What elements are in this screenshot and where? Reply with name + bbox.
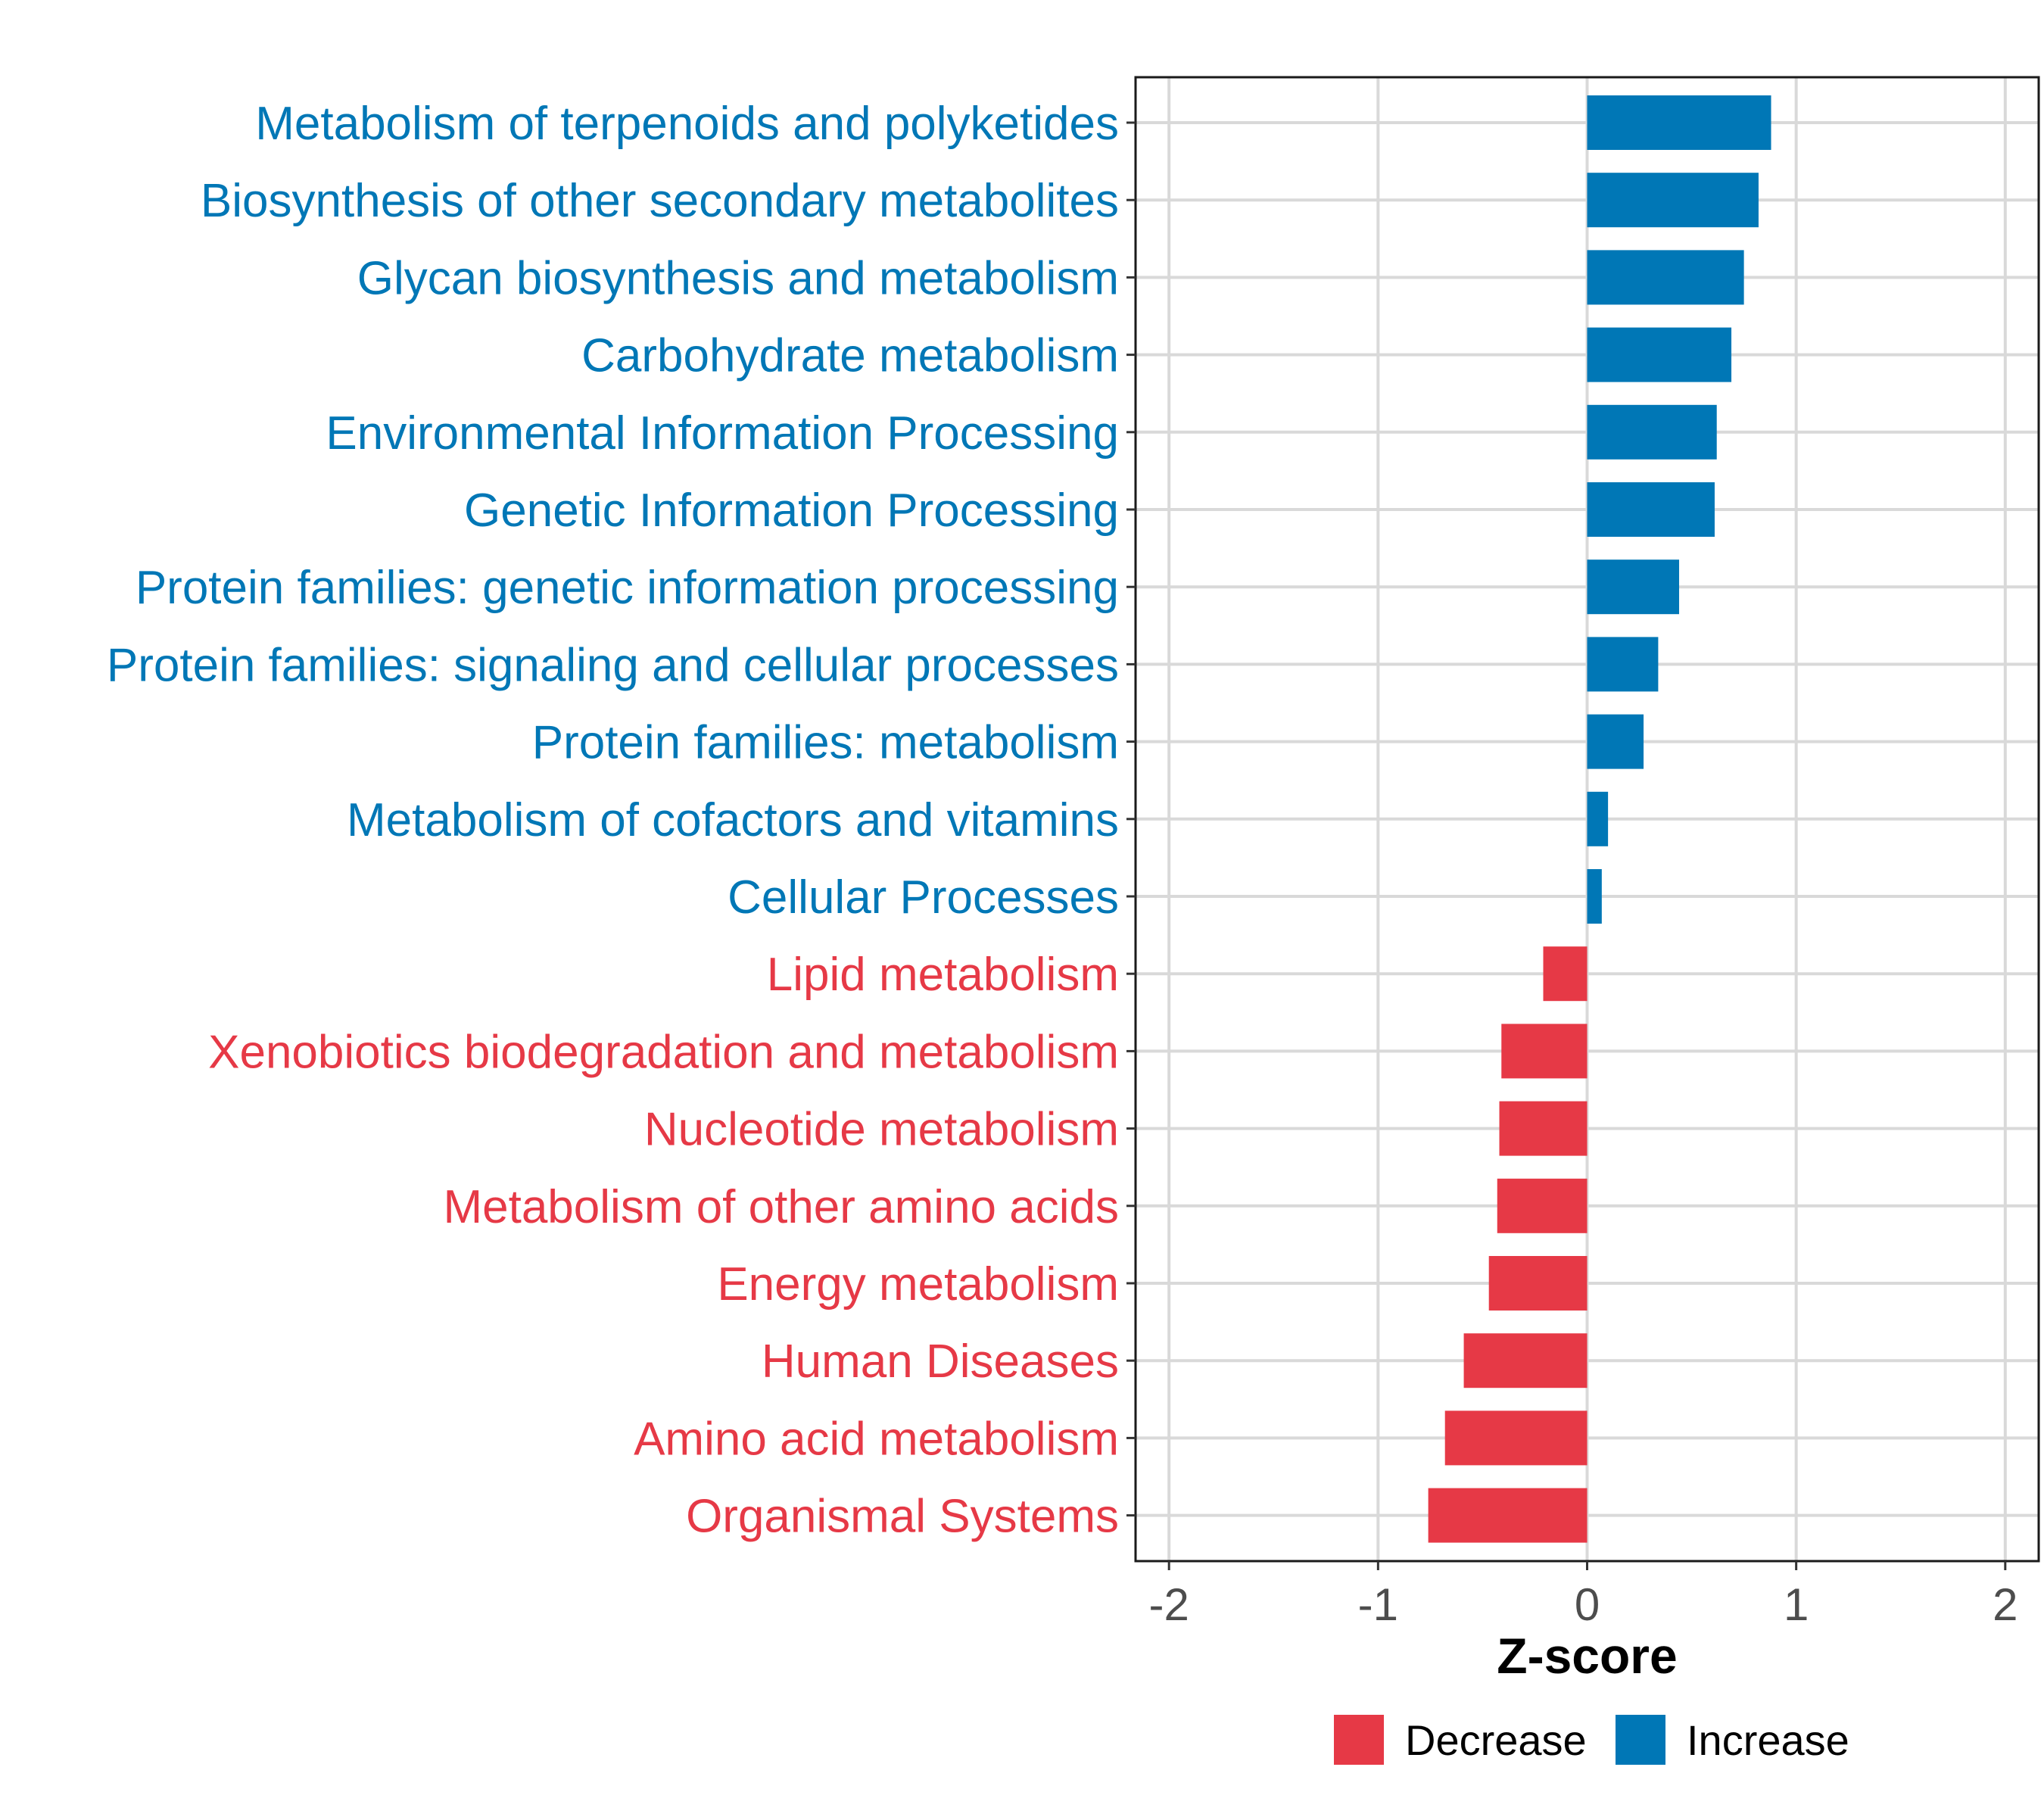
y-tick-label: Carbohydrate metabolism: [581, 330, 1119, 382]
bar-decrease: [1463, 1333, 1588, 1388]
y-tick-label: Genetic Information Processing: [464, 485, 1119, 537]
bar-decrease: [1501, 1024, 1588, 1079]
bar-increase: [1587, 791, 1609, 846]
legend-swatch-decrease: [1334, 1715, 1384, 1765]
x-axis-ticks: -2 -1 0 1 2: [1149, 1561, 2018, 1630]
x-tick-label: 2: [1993, 1579, 2018, 1630]
legend-label: Increase: [1687, 1716, 1849, 1764]
bar-decrease: [1497, 1178, 1588, 1233]
legend-swatch-increase: [1616, 1715, 1665, 1765]
bar-decrease: [1428, 1488, 1588, 1543]
y-tick-label: Environmental Information Processing: [326, 407, 1119, 460]
legend-label: Decrease: [1405, 1716, 1587, 1764]
bar-decrease: [1444, 1410, 1588, 1466]
bar-increase: [1587, 559, 1680, 615]
bars: [1428, 95, 1771, 1543]
y-tick-label: Protein families: genetic information pr…: [136, 562, 1119, 614]
legend: Decrease Increase: [1334, 1715, 1849, 1765]
bar-decrease: [1488, 1256, 1588, 1311]
x-tick-label: 0: [1575, 1579, 1600, 1630]
y-tick-label: Human Diseases: [762, 1335, 1119, 1388]
y-tick-label: Energy metabolism: [717, 1258, 1119, 1311]
y-tick-label: Metabolism of other amino acids: [443, 1181, 1119, 1233]
y-tick-label: Metabolism of cofactors and vitamins: [347, 794, 1119, 846]
y-tick-label: Protein families: metabolism: [532, 717, 1119, 769]
y-tick-label: Glycan biosynthesis and metabolism: [357, 252, 1119, 304]
bar-increase: [1587, 327, 1732, 382]
y-axis-ticks: [1126, 121, 1136, 1517]
y-tick-label: Amino acid metabolism: [634, 1413, 1119, 1465]
bar-increase: [1587, 250, 1744, 305]
y-axis-labels: Metabolism of terpenoids and polyketides…: [107, 98, 1119, 1543]
bar-increase: [1587, 173, 1759, 228]
y-tick-label: Biosynthesis of other secondary metaboli…: [201, 175, 1119, 227]
bar-increase: [1587, 714, 1644, 769]
bar-increase: [1587, 482, 1715, 537]
y-tick-label: Cellular Processes: [728, 871, 1119, 924]
bar-decrease: [1499, 1101, 1588, 1156]
x-tick-label: 1: [1784, 1579, 1809, 1630]
y-tick-label: Metabolism of terpenoids and polyketides: [255, 98, 1119, 150]
y-tick-label: Xenobiotics biodegradation and metabolis…: [208, 1026, 1119, 1078]
x-axis-title: Z-score: [1497, 1628, 1677, 1684]
y-tick-label: Protein families: signaling and cellular…: [107, 639, 1119, 691]
bar-increase: [1587, 869, 1602, 924]
bar-decrease: [1543, 946, 1588, 1002]
y-tick-label: Nucleotide metabolism: [644, 1104, 1119, 1156]
x-tick-label: -1: [1358, 1579, 1398, 1630]
y-tick-label: Lipid metabolism: [767, 949, 1119, 1001]
bar-increase: [1587, 404, 1717, 460]
y-tick-label: Organismal Systems: [686, 1491, 1119, 1543]
bar-increase: [1587, 637, 1659, 692]
x-tick-label: -2: [1149, 1579, 1189, 1630]
bar-increase: [1587, 95, 1771, 150]
